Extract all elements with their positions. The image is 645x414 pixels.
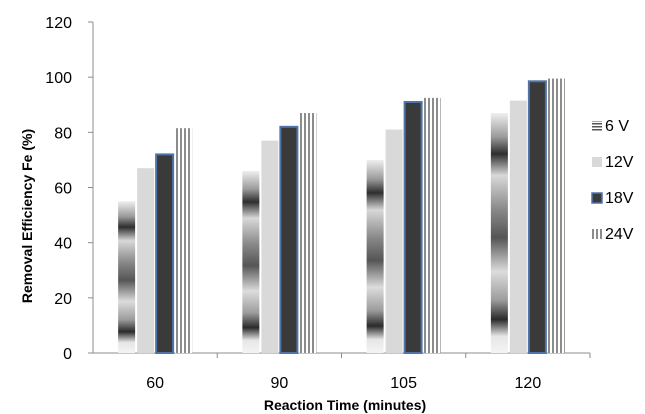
bar-18v-105 — [403, 100, 423, 354]
legend-swatch — [592, 121, 602, 131]
bar-6v-120 — [490, 113, 508, 354]
bar-18v-60 — [155, 153, 175, 354]
bar-18v-120 — [527, 80, 547, 354]
y-axis: 0 20 40 60 80 100 120 — [45, 15, 94, 363]
bar-18v-90 — [279, 125, 299, 354]
bar-12v-60 — [137, 168, 155, 353]
y-tick-label: 20 — [54, 291, 72, 308]
y-axis-title: Removal Efficiency Fe (%) — [19, 129, 35, 303]
bar-24v-90 — [299, 113, 317, 354]
x-tick-label: 105 — [390, 375, 417, 392]
y-tick-label: 60 — [54, 181, 72, 198]
y-tick-label: 100 — [45, 70, 72, 87]
y-tick-label: 40 — [54, 236, 72, 253]
legend-label: 24V — [605, 226, 634, 243]
bar-12v-90 — [261, 140, 279, 353]
y-tick-label: 0 — [63, 346, 72, 363]
bar-24v-120 — [547, 78, 565, 353]
y-tick-label: 120 — [45, 15, 72, 32]
x-tick-label: 60 — [146, 375, 164, 392]
bar-24v-105 — [423, 97, 441, 354]
legend-label: 6 V — [605, 118, 629, 135]
x-axis-title: Reaction Time (minutes) — [264, 397, 426, 413]
y-tick-label: 80 — [54, 125, 72, 142]
bar-6v-90 — [242, 170, 260, 353]
bars — [118, 78, 565, 354]
legend-swatch — [592, 229, 602, 239]
x-tick-label: 120 — [515, 375, 542, 392]
legend-swatch — [592, 157, 602, 167]
legend-label: 18V — [605, 190, 634, 207]
bar-12v-120 — [509, 100, 527, 353]
bar-24v-60 — [175, 128, 193, 353]
bar-12v-105 — [385, 129, 403, 353]
x-axis: 60 90 105 120 — [93, 352, 591, 392]
legend-swatch — [591, 192, 603, 204]
bar-6v-60 — [118, 201, 136, 353]
x-tick-label: 90 — [270, 375, 288, 392]
legend-label: 12V — [605, 154, 634, 171]
legend: 6 V 12V 18V 24V — [591, 118, 634, 243]
bar-6v-105 — [366, 159, 384, 353]
